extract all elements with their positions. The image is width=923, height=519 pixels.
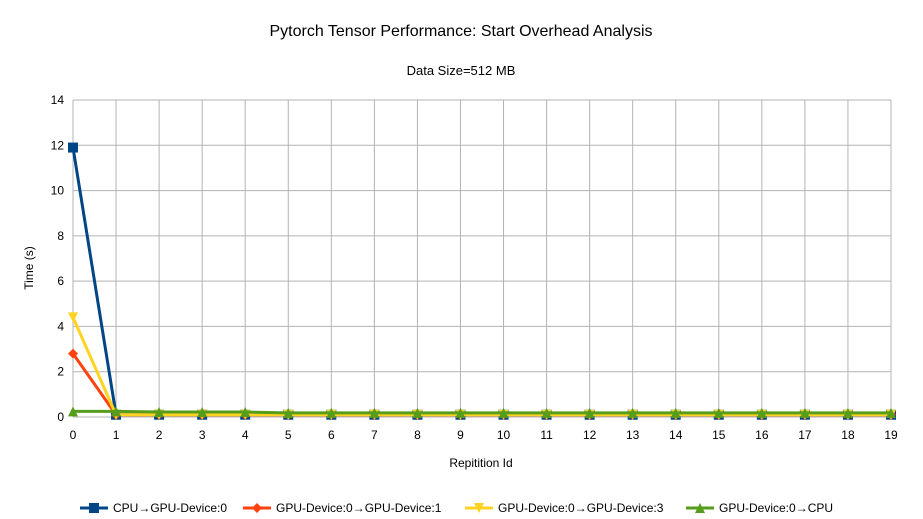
x-tick-label: 10 [497,428,511,442]
chart-title: Pytorch Tensor Performance: Start Overhe… [270,23,653,40]
legend-item: GPU-Device:0→GPU-Device:3 [465,501,664,515]
x-tick-label: 16 [755,428,769,442]
x-tick-label: 5 [285,428,292,442]
x-tick-label: 11 [540,428,553,442]
x-tick-label: 0 [70,428,77,442]
x-tick-label: 12 [583,428,597,442]
x-tick-label: 3 [199,428,206,442]
y-tick-label: 4 [57,319,64,333]
data-point [498,407,509,418]
y-axis-label: Time (s) [22,246,36,290]
y-tick-label: 12 [51,138,65,152]
y-tick-label: 14 [51,93,65,107]
data-point [541,407,552,418]
data-point [68,142,78,153]
series-3 [68,406,896,418]
data-point [68,348,78,359]
data-point [68,406,78,417]
data-point [412,407,423,418]
legend-label: CPU→GPU-Device:0 [113,501,227,515]
chart-subtitle: Data Size=512 MB [407,63,516,78]
legend-swatch-marker [474,503,484,513]
data-point [369,407,380,418]
legend-item: GPU-Device:0→GPU-Device:1 [243,501,442,515]
data-point [68,312,78,323]
x-tick-label: 6 [328,428,335,442]
x-tick-label: 7 [371,428,378,442]
x-tick-label: 17 [798,428,812,442]
legend-swatch-marker [252,503,262,513]
legend-item: GPU-Device:0→CPU [686,501,833,515]
x-tick-label: 14 [669,428,683,442]
data-point [154,407,165,418]
data-point [756,407,767,418]
y-tick-label: 8 [57,229,64,243]
data-point [799,407,810,418]
y-tick-label: 0 [57,410,64,424]
data-point [455,407,466,418]
legend-label: GPU-Device:0→GPU-Device:3 [498,501,664,515]
x-tick-label: 9 [457,428,464,442]
y-tick-label: 6 [57,274,64,288]
x-tick-label: 4 [242,428,249,442]
series-2 [68,312,896,420]
data-point [670,407,681,418]
series-line [71,352,891,417]
data-point [240,407,251,418]
x-tick-label: 13 [626,428,640,442]
legend-label: GPU-Device:0→GPU-Device:1 [276,501,442,515]
data-point [283,407,294,418]
x-tick-label: 2 [156,428,163,442]
data-point [627,407,638,418]
x-tick-label: 8 [414,428,421,442]
series-1 [68,348,896,420]
legend-label: GPU-Device:0→CPU [719,501,833,515]
x-tick-label: 15 [712,428,726,442]
data-point [713,407,724,418]
y-tick-label: 2 [57,365,64,379]
data-point [111,406,122,417]
legend-swatch-marker [695,503,705,513]
x-tick-label: 19 [884,428,898,442]
legend-swatch-marker [89,503,99,513]
x-axis-label: Repitition Id [449,456,512,470]
data-point [326,407,337,418]
series-line [73,409,891,415]
legend: CPU→GPU-Device:0 GPU-Device:0→GPU-Device:… [80,501,833,515]
data-point [584,407,595,418]
y-tick-label: 10 [51,184,65,198]
grid [72,99,892,418]
y-axis: 0 2 4 6 8 10 12 14 [51,93,65,424]
data-point [197,407,208,418]
x-tick-label: 18 [841,428,855,442]
x-tick-label: 1 [113,428,120,442]
x-axis: 0 1 2 3 4 5 6 7 8 9 10 11 12 13 14 15 16 17 18 19 [70,428,898,442]
series-line [71,316,891,417]
data-point [886,407,896,418]
legend-item: CPU→GPU-Device:0 [80,501,227,515]
data-point [842,407,853,418]
series-layer [68,142,896,420]
